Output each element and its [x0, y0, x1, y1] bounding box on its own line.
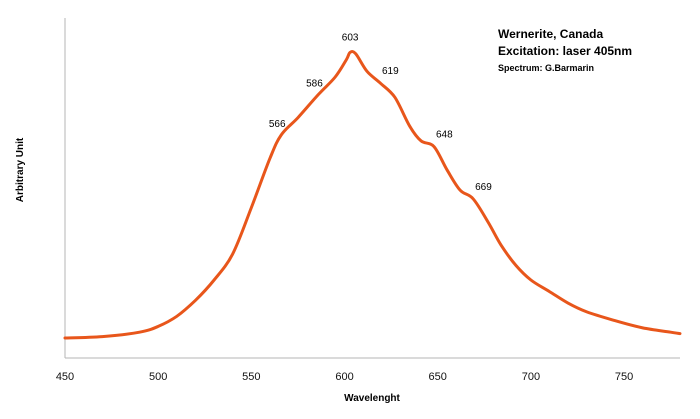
x-tick-label: 450 — [56, 371, 74, 383]
peak-label-566: 566 — [269, 119, 286, 130]
x-axis-title: Wavelenght — [344, 393, 400, 404]
x-tick-label: 700 — [522, 371, 540, 383]
peak-label-669: 669 — [475, 182, 492, 193]
x-tick-label: 550 — [242, 371, 260, 383]
peak-label-648: 648 — [436, 130, 453, 141]
chart-title-line1: Wernerite, Canada — [498, 27, 603, 41]
peak-label-586: 586 — [306, 78, 323, 89]
x-tick-label: 500 — [149, 371, 167, 383]
series-line — [63, 50, 682, 340]
chart-subtitle: Spectrum: G.Barmarin — [498, 63, 594, 73]
peak-label-619: 619 — [382, 66, 399, 77]
y-axis-title: Arbitrary Unit — [15, 137, 26, 202]
peak-annotations: 566 586 603 619 648 669 — [269, 32, 492, 192]
x-tick-labels: 450 500 550 600 650 700 750 — [56, 371, 633, 383]
x-tick-label: 650 — [429, 371, 447, 383]
x-tick-label: 750 — [615, 371, 633, 383]
peak-label-603: 603 — [342, 32, 359, 43]
chart-title-line2: Excitation: laser 405nm — [498, 44, 632, 58]
x-tick-label: 600 — [335, 371, 353, 383]
axes — [64, 18, 680, 359]
